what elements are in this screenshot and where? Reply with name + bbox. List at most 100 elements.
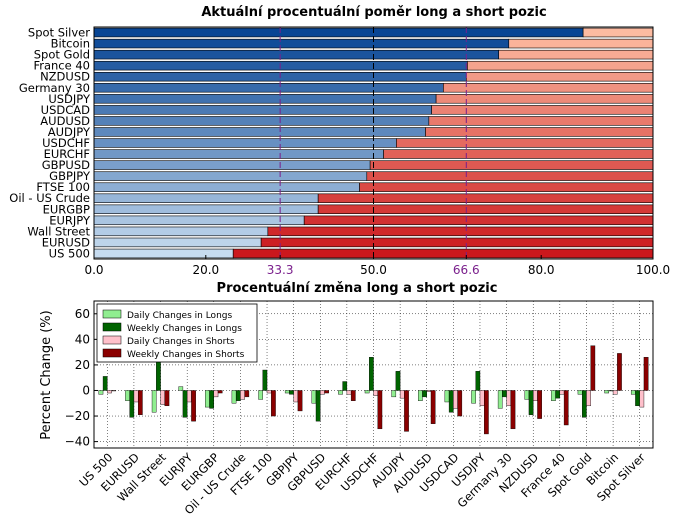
- long-bar: [93, 204, 319, 215]
- category-label: US 500: [49, 246, 90, 260]
- change-bar: [533, 390, 538, 401]
- y-tick-label: −40: [65, 435, 90, 449]
- change-bar: [350, 390, 356, 401]
- change-bar: [293, 390, 299, 403]
- change-bar: [137, 390, 143, 415]
- short-bar: [369, 160, 654, 170]
- change-bar: [289, 390, 294, 395]
- change-bar: [129, 390, 135, 418]
- change-bar: [342, 381, 348, 391]
- category-label: Germany 30: [19, 81, 90, 95]
- change-bar: [182, 390, 188, 418]
- short-bar: [303, 215, 654, 226]
- change-bar: [612, 390, 618, 395]
- change-bar: [391, 390, 397, 398]
- change-bar: [608, 390, 614, 392]
- long-bar: [93, 38, 510, 49]
- chart2-y-axis-label: Percent Change (%): [39, 310, 54, 439]
- change-bar: [125, 390, 130, 401]
- legend-swatch: [102, 322, 122, 332]
- chart1-title: Aktuální procentuální poměr long a short…: [201, 5, 546, 20]
- legend-entry: Weekly Changes in Shorts: [127, 350, 245, 360]
- change-bar: [563, 390, 569, 426]
- change-bar: [244, 390, 250, 398]
- x-tick-label: 33.3: [267, 263, 294, 277]
- short-bar: [317, 204, 654, 215]
- long-bar: [93, 127, 426, 137]
- short-bar: [467, 60, 654, 71]
- change-bar: [577, 390, 583, 395]
- short-bar: [260, 237, 654, 248]
- category-label: Spot Silver: [28, 26, 90, 40]
- long-bar: [93, 193, 319, 203]
- y-tick-label: 0: [82, 383, 90, 397]
- change-bar: [639, 390, 645, 408]
- change-bar: [156, 359, 161, 391]
- change-bar: [107, 390, 112, 394]
- change-bar: [418, 390, 423, 401]
- change-bar: [617, 353, 622, 391]
- change-bar: [551, 390, 556, 401]
- change-bar: [258, 390, 263, 400]
- change-bar: [266, 390, 272, 394]
- long-bar: [93, 160, 371, 170]
- legend-entry: Daily Changes in Shorts: [127, 337, 235, 347]
- short-bar: [396, 138, 654, 148]
- change-bar: [484, 390, 489, 435]
- category-label: EURJPY: [49, 213, 91, 227]
- chart2-frame: [93, 300, 654, 449]
- long-bar: [93, 116, 430, 126]
- category-label: Oil - US Crude: [9, 191, 90, 205]
- long-bar: [93, 215, 305, 226]
- category-label: AUDJPY: [48, 125, 91, 139]
- change-bar: [320, 390, 325, 395]
- change-bar: [133, 390, 139, 403]
- short-bar: [359, 182, 654, 192]
- category-label: FTSE 100: [36, 180, 90, 194]
- y-tick-label: 20: [75, 358, 90, 372]
- change-bar: [191, 390, 196, 422]
- change-bar: [471, 390, 476, 404]
- change-bar: [510, 390, 516, 430]
- change-bar: [457, 390, 463, 417]
- change-bar: [235, 390, 241, 401]
- category-label: USDCHF: [42, 136, 90, 150]
- y-tick-label: −20: [65, 409, 90, 423]
- change-bar: [217, 390, 223, 394]
- change-bar: [284, 390, 290, 394]
- change-bar: [444, 390, 450, 403]
- change-bar: [297, 390, 303, 412]
- change-bar: [404, 390, 409, 432]
- long-bar: [93, 237, 262, 248]
- change-bar: [178, 386, 184, 391]
- chart1-x-ticks: 0.0 20.0 33.3 50.0 66.6 80.0 100.0: [84, 255, 670, 277]
- change-bar: [586, 390, 591, 407]
- short-bar: [498, 49, 654, 60]
- long-bar: [93, 27, 584, 38]
- category-label: GBPUSD: [42, 158, 90, 172]
- change-bar: [524, 390, 530, 400]
- change-bar: [271, 390, 276, 417]
- change-bar: [497, 390, 503, 409]
- change-bar: [164, 390, 170, 407]
- change-bar: [98, 390, 104, 395]
- category-label: Bitcoin: [51, 37, 90, 51]
- change-bar: [231, 390, 237, 404]
- change-bar: [528, 390, 534, 415]
- legend-swatch: [102, 309, 122, 319]
- long-bar: [93, 149, 384, 159]
- category-label: GBPJPY: [49, 169, 91, 183]
- short-bar: [443, 83, 654, 93]
- change-bar: [377, 390, 383, 430]
- short-bar: [232, 248, 654, 259]
- change-bar: [364, 390, 370, 394]
- category-label: Wall Street: [27, 224, 90, 238]
- long-bar: [93, 83, 444, 93]
- change-bar: [502, 390, 507, 398]
- long-bar: [93, 138, 397, 148]
- change-bar: [395, 371, 401, 391]
- change-bar: [559, 390, 565, 395]
- short-bar: [435, 94, 654, 104]
- category-label: NZDUSD: [40, 70, 90, 84]
